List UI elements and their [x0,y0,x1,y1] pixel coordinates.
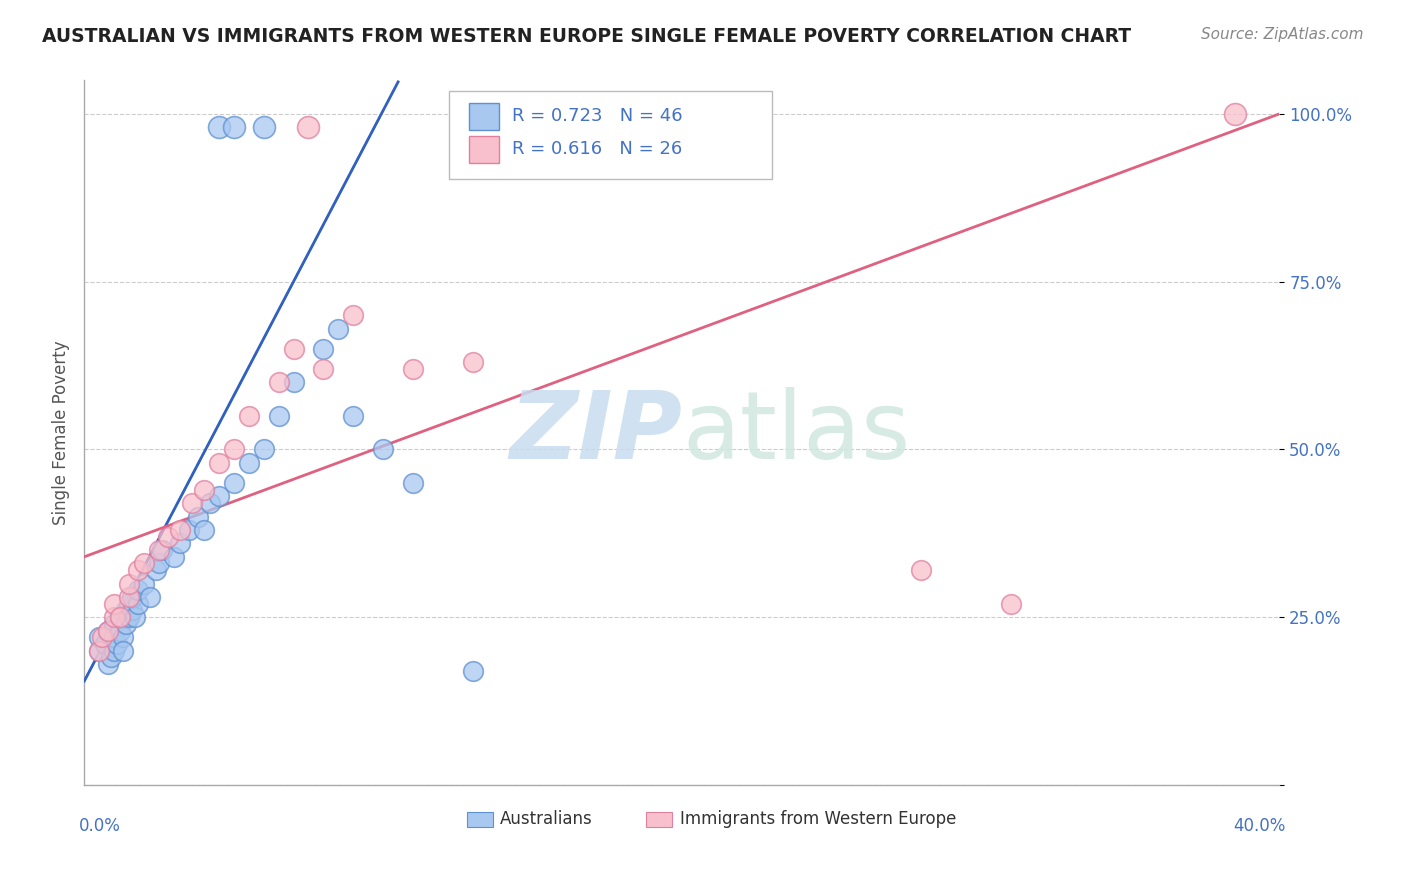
Point [118,576,141,591]
Point [127,563,149,577]
Point [127,583,149,598]
Point [177,523,200,537]
Bar [470,103,499,129]
Point [103,597,125,611]
Point [181,496,204,510]
Point [103,644,125,658]
Point [373,442,395,457]
Text: Source: ZipAtlas.com: Source: ZipAtlas.com [1201,27,1364,42]
Point [110,610,132,624]
Point [208,489,231,503]
Point [148,557,170,571]
Point [208,120,231,135]
Point [163,549,186,564]
Point [112,630,135,644]
Point [910,563,932,577]
Point [402,362,425,376]
Point [97,624,120,638]
Point [94,637,117,651]
Point [150,543,173,558]
Point [127,597,149,611]
Point [222,120,245,135]
Point [342,308,364,322]
Point [1223,107,1246,121]
Point [110,624,132,638]
Point [148,543,170,558]
Text: Immigrants from Western Europe: Immigrants from Western Europe [679,811,956,829]
Point [115,616,138,631]
Text: R = 0.723   N = 46: R = 0.723 N = 46 [512,106,683,125]
Point [145,563,167,577]
Text: 0.0%: 0.0% [79,817,121,835]
Point [157,530,180,544]
Point [198,496,221,510]
Point [105,637,128,651]
Point [103,630,125,644]
Point [112,644,135,658]
Point [89,630,111,644]
Point [253,120,276,135]
Point [312,362,335,376]
Point [103,616,125,631]
Point [238,409,260,423]
Point [283,376,305,390]
Point [193,483,215,497]
Text: atlas: atlas [682,386,910,479]
Point [89,644,111,658]
Point [124,610,146,624]
Point [103,610,125,624]
Point [132,576,156,591]
Text: Australians: Australians [501,811,593,829]
Bar [467,812,494,827]
Text: R = 0.616   N = 26: R = 0.616 N = 26 [512,140,682,158]
Bar [470,136,499,162]
FancyBboxPatch shape [449,91,772,179]
Point [342,409,364,423]
Text: AUSTRALIAN VS IMMIGRANTS FROM WESTERN EUROPE SINGLE FEMALE POVERTY CORRELATION C: AUSTRALIAN VS IMMIGRANTS FROM WESTERN EU… [42,27,1132,45]
Y-axis label: Single Female Poverty: Single Female Poverty [52,341,70,524]
Point [328,321,350,335]
Point [461,664,484,678]
Text: 40.0%: 40.0% [1233,817,1285,835]
Point [118,590,141,604]
Point [253,442,276,457]
Point [267,409,290,423]
Point [139,590,162,604]
Point [132,557,156,571]
Point [97,657,120,672]
Text: ZIP: ZIP [509,386,682,479]
Point [312,342,335,356]
Point [267,376,290,390]
Point [118,610,141,624]
Point [169,536,191,550]
Point [238,456,260,470]
Point [121,590,143,604]
Point [222,475,245,490]
Point [91,630,114,644]
Point [89,644,111,658]
Point [283,342,305,356]
Point [208,456,231,470]
Point [110,610,132,624]
Point [100,650,122,665]
Bar [647,812,672,827]
Point [115,603,138,617]
Point [97,624,120,638]
Point [222,442,245,457]
Point [187,509,209,524]
Point [118,597,141,611]
Point [169,523,191,537]
Point [121,603,143,617]
Point [402,475,425,490]
Point [1000,597,1022,611]
Point [193,523,215,537]
Point [297,120,319,135]
Point [461,355,484,369]
